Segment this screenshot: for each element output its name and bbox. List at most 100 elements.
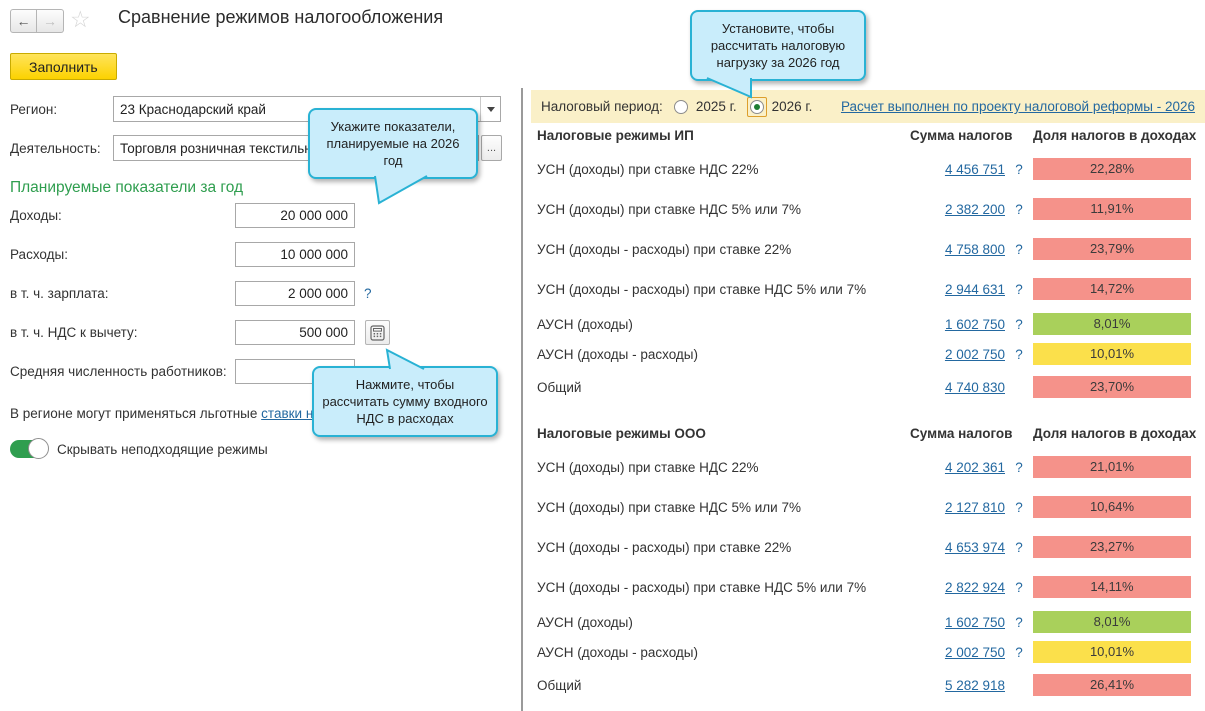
table-title: Налоговые режимы ООО <box>537 426 706 441</box>
region-dropdown-button[interactable] <box>480 97 500 121</box>
tax-share-badge: 8,01% <box>1033 611 1191 633</box>
tax-table-ip: Налоговые режимы ИП Сумма налогов Доля н… <box>531 122 1197 405</box>
regime-name: АУСН (доходы) <box>537 614 633 630</box>
planned-fields: Доходы: ? Расходы: ? <box>10 196 430 391</box>
period-label: Налоговый период: <box>541 99 663 114</box>
tax-sum-link[interactable]: 1 602 750 <box>944 614 1005 630</box>
column-header-sum: Сумма налогов <box>910 128 1013 143</box>
tax-regime-row: АУСН (доходы) 1 602 750 ? 8,01% <box>537 607 1191 637</box>
tax-sum-link[interactable]: 4 740 830 <box>944 379 1005 395</box>
field-input[interactable] <box>235 281 355 306</box>
regime-name: Общий <box>537 677 582 693</box>
tooltip-tail-icon <box>374 175 428 205</box>
help-icon[interactable]: ? <box>1015 539 1023 555</box>
regime-name: УСН (доходы - расходы) при ставке НДС 5%… <box>537 579 867 595</box>
tax-regime-row: АУСН (доходы) 1 602 750 ? 8,01% <box>537 309 1191 339</box>
planned-indicators-heading: Планируемые показатели за год <box>10 179 244 196</box>
hide-unsuitable-toggle[interactable] <box>10 438 49 459</box>
region-rates-note: В регионе могут применяться льготные ста… <box>10 406 313 421</box>
tax-share-badge: 21,01% <box>1033 456 1191 478</box>
help-icon[interactable]: ? <box>1015 644 1023 660</box>
region-label: Регион: <box>10 102 58 117</box>
tax-sum-link[interactable]: 2 822 924 <box>944 579 1005 595</box>
radio-focus-frame <box>746 96 767 117</box>
tax-regime-row: Общий 5 282 918 ? 26,41% <box>537 667 1191 703</box>
favorite-star-icon[interactable]: ☆ <box>70 6 91 32</box>
column-header-share: Доля налогов в доходах <box>1033 128 1197 143</box>
radio-2025[interactable]: 2025 г. <box>671 97 737 117</box>
radio-2026-label: 2026 г. <box>771 99 813 114</box>
help-icon[interactable]: ? <box>1015 346 1023 362</box>
help-icon[interactable]: ? <box>1015 614 1023 630</box>
tax-sum-link[interactable]: 4 653 974 <box>944 539 1005 555</box>
column-header-sum: Сумма налогов <box>910 426 1013 441</box>
reform-project-link[interactable]: Расчет выполнен по проекту налоговой реф… <box>840 99 1195 114</box>
field-label: Расходы: <box>10 247 68 262</box>
rates-link[interactable]: ставки н <box>261 406 314 421</box>
radio-2026[interactable]: 2026 г. <box>746 96 813 117</box>
tooltip-indicators: Укажите показатели, планируемые на 2026 … <box>308 108 478 205</box>
tax-regime-row: УСН (доходы) при ставке НДС 22% 4 202 36… <box>537 447 1191 487</box>
help-icon[interactable]: ? <box>1015 579 1023 595</box>
activity-more-button[interactable]: ... <box>481 135 502 161</box>
tax-regime-row: УСН (доходы) при ставке НДС 5% или 7% 2 … <box>537 189 1191 229</box>
back-button[interactable]: ← <box>10 9 37 33</box>
tooltip-tail-icon <box>706 77 752 99</box>
tax-sum-link[interactable]: 4 202 361 <box>944 459 1005 475</box>
field-help-icon[interactable]: ? <box>364 286 372 301</box>
field-input[interactable] <box>235 320 355 345</box>
tooltip-calc-text: Нажмите, чтобы рассчитать сумму входного… <box>322 377 488 426</box>
regime-name: УСН (доходы) при ставке НДС 5% или 7% <box>537 201 801 217</box>
region-rates-text: В регионе могут применяться льготные <box>10 406 262 421</box>
tooltip-indicators-text: Укажите показатели, планируемые на 2026 … <box>326 119 460 168</box>
regime-name: УСН (доходы) при ставке НДС 5% или 7% <box>537 499 801 515</box>
tax-share-badge: 8,01% <box>1033 313 1191 335</box>
tax-regime-row: УСН (доходы - расходы) при ставке 22% 4 … <box>537 229 1191 269</box>
forward-button[interactable]: → <box>37 9 64 33</box>
tax-sum-link[interactable]: 2 382 200 <box>944 201 1005 217</box>
tax-regime-row: АУСН (доходы - расходы) 2 002 750 ? 10,0… <box>537 339 1191 369</box>
help-icon[interactable]: ? <box>1015 316 1023 332</box>
column-header-share: Доля налогов в доходах <box>1033 426 1197 441</box>
tax-share-badge: 10,01% <box>1033 641 1191 663</box>
tax-sum-link[interactable]: 5 282 918 <box>944 677 1005 693</box>
field-row: в т. ч. зарплата: ? <box>10 274 430 313</box>
nav-buttons: ← → <box>10 9 64 33</box>
fill-button[interactable]: Заполнить <box>10 53 117 80</box>
tax-share-badge: 23,70% <box>1033 376 1191 398</box>
tax-sum-link[interactable]: 4 758 800 <box>944 241 1005 257</box>
help-icon[interactable]: ? <box>1015 281 1023 297</box>
help-icon[interactable]: ? <box>1015 201 1023 217</box>
help-icon[interactable]: ? <box>1015 161 1023 177</box>
radio-icon <box>749 99 764 114</box>
help-icon[interactable]: ? <box>1015 499 1023 515</box>
tax-sum-link[interactable]: 2 127 810 <box>944 499 1005 515</box>
tax-regime-row: УСН (доходы) при ставке НДС 5% или 7% 2 … <box>537 487 1191 527</box>
tax-share-badge: 11,91% <box>1033 198 1191 220</box>
table-title: Налоговые режимы ИП <box>537 128 694 143</box>
tax-sum-link[interactable]: 2 944 631 <box>944 281 1005 297</box>
forward-arrow-icon: → <box>43 13 57 29</box>
tax-sum-link[interactable]: 4 456 751 <box>944 161 1005 177</box>
tooltip-period: Установите, чтобы рассчитать налоговую н… <box>690 10 866 99</box>
field-input[interactable] <box>235 203 355 228</box>
tax-share-badge: 10,64% <box>1033 496 1191 518</box>
toggle-knob-icon <box>28 438 49 459</box>
tooltip-calc: Нажмите, чтобы рассчитать сумму входного… <box>312 348 498 437</box>
tax-sum-link[interactable]: 2 002 750 <box>944 644 1005 660</box>
tax-sum-link[interactable]: 2 002 750 <box>944 346 1005 362</box>
field-input[interactable] <box>235 242 355 267</box>
help-icon[interactable]: ? <box>1015 459 1023 475</box>
field-row: в т. ч. НДС к вычету: ? <box>10 313 430 352</box>
tax-regime-row: УСН (доходы - расходы) при ставке НДС 5%… <box>537 567 1191 607</box>
regime-name: УСН (доходы) при ставке НДС 22% <box>537 161 759 177</box>
period-bar: Налоговый период: 2025 г. 2026 г. Расчет… <box>531 90 1205 123</box>
tax-regime-row: Общий 4 740 830 ? 23,70% <box>537 369 1191 405</box>
calculator-button[interactable] <box>365 320 390 345</box>
tax-sum-link[interactable]: 1 602 750 <box>944 316 1005 332</box>
tax-share-badge: 23,79% <box>1033 238 1191 260</box>
help-icon[interactable]: ? <box>1015 241 1023 257</box>
table-header: Налоговые режимы ООО Сумма налогов Доля … <box>537 420 1197 447</box>
tooltip-period-text: Установите, чтобы рассчитать налоговую н… <box>710 21 846 70</box>
